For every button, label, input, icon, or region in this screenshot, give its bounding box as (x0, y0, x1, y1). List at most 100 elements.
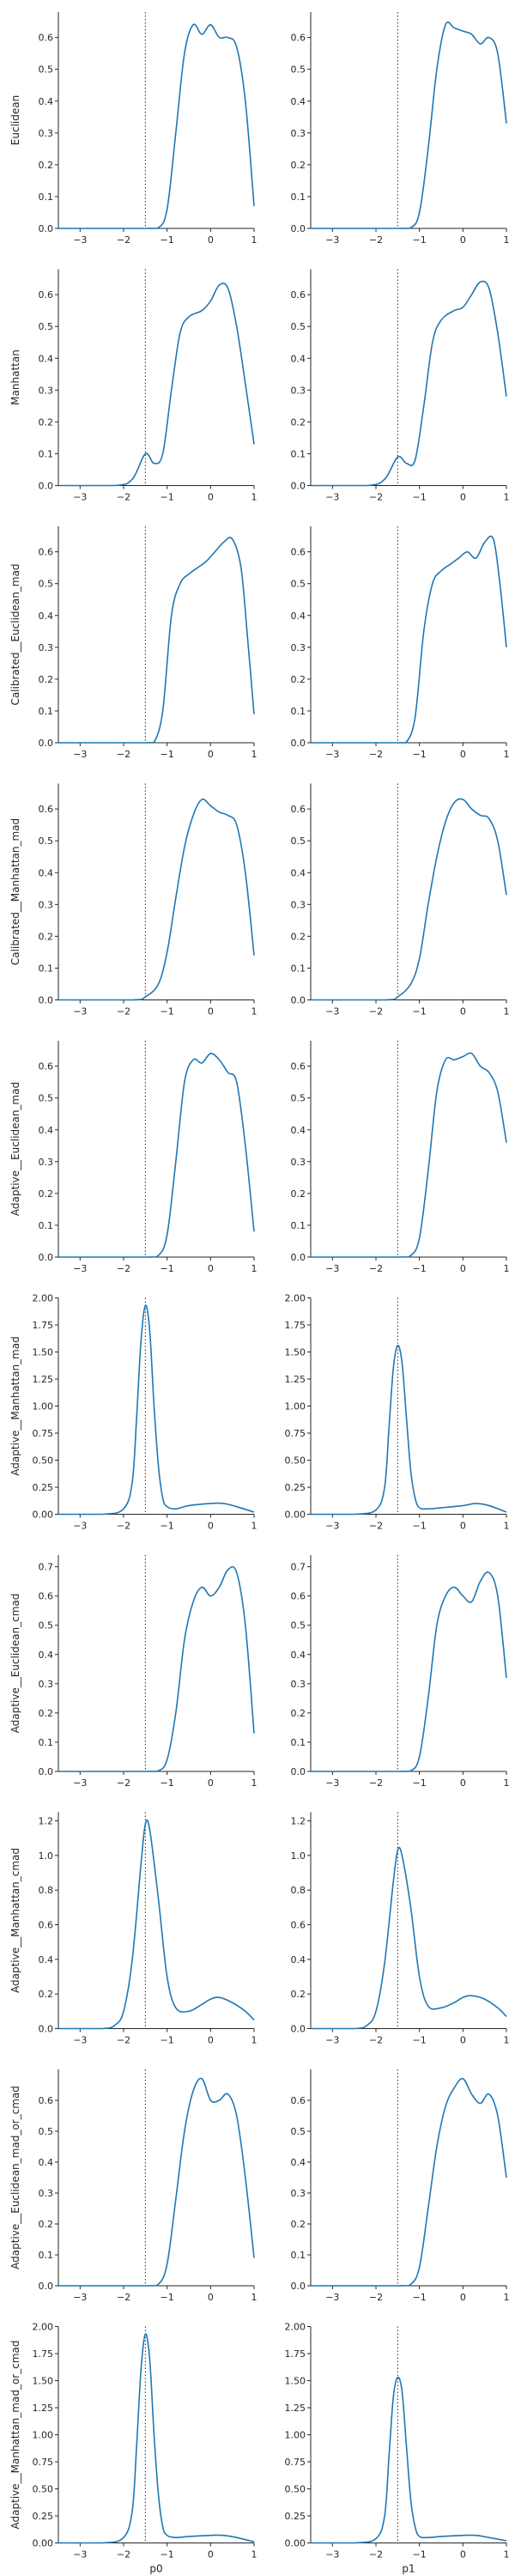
density-line (311, 1571, 507, 1772)
row-ylabel: Adaptive__Euclidean_mad_or_cmad (9, 2086, 21, 2269)
x-tick-label: 0 (208, 492, 214, 503)
y-tick-label: 1.00 (33, 2430, 54, 2441)
row-ylabel: Adaptive__Euclidean_cmad (9, 1594, 21, 1734)
x-tick-label: −1 (413, 1777, 427, 1789)
panel-r6-c2: 0.00 0.25 0.50 0.75 1.00 1.25 1.50 1.75 2.00 −3 −2… (285, 1293, 510, 1532)
y-tick-label: 0.75 (285, 2457, 306, 2468)
density-line (311, 2376, 507, 2544)
density-line (311, 2077, 507, 2287)
y-tick-label: 0.4 (39, 1649, 54, 1661)
y-tick-label: 0.2 (39, 674, 54, 685)
y-tick-label: 0.25 (285, 2511, 306, 2522)
y-tick-label: 0.6 (39, 547, 54, 558)
x-tick-label: −2 (117, 1263, 130, 1274)
y-tick-label: 0.5 (39, 1093, 54, 1104)
x-tick-label: −3 (73, 2035, 87, 2046)
y-tick-label: 0.0 (39, 1766, 54, 1777)
x-tick-label: −1 (161, 1777, 174, 1789)
x-tick-label: 0 (460, 1263, 466, 1274)
y-tick-label: 0.0 (291, 1766, 306, 1777)
x-tick-label: −1 (161, 492, 174, 503)
y-tick-label: 2.00 (33, 1293, 54, 1304)
x-tick-label: −3 (325, 749, 339, 760)
density-line (58, 1304, 255, 1516)
x-tick-label: −1 (413, 2292, 427, 2303)
panel-r9-c2: 0.0 0.1 0.2 0.3 0.4 0.5 0.6 −3 −2 −1 0 1 (291, 2069, 510, 2303)
density-line (58, 537, 255, 744)
x-tick-label: −2 (117, 2035, 130, 2046)
x-tick-label: 1 (251, 1521, 258, 1532)
y-tick-label: 0.25 (33, 1482, 54, 1493)
density-line (58, 1053, 255, 1258)
y-tick-label: 0.6 (39, 1061, 54, 1072)
x-tick-label: −2 (369, 1521, 383, 1532)
y-tick-label: 0.6 (39, 1591, 54, 1602)
density-line (311, 280, 507, 487)
x-tick-label: −2 (117, 749, 130, 760)
x-tick-label: −2 (369, 1006, 383, 1018)
y-tick-label: 0.3 (39, 385, 54, 396)
y-tick-label: 0.3 (39, 128, 54, 139)
y-tick-label: 1.75 (33, 2348, 54, 2360)
y-tick-label: 0.0 (291, 995, 306, 1006)
x-tick-label: −2 (369, 234, 383, 246)
y-tick-label: 0.7 (291, 1562, 306, 1573)
y-tick-label: 0.00 (285, 2538, 306, 2549)
y-tick-label: 0.3 (291, 385, 306, 396)
x-tick-label: −3 (73, 1006, 87, 1018)
y-tick-label: 0.6 (291, 2095, 306, 2106)
y-tick-label: 0.3 (291, 2188, 306, 2199)
y-tick-label: 0.5 (39, 1620, 54, 1631)
y-tick-label: 0.4 (291, 1649, 306, 1661)
y-tick-label: 1.0 (291, 1850, 306, 1862)
y-tick-label: 0.2 (291, 931, 306, 942)
density-line (310, 535, 507, 744)
x-tick-label: −1 (161, 749, 174, 760)
y-tick-label: 0.4 (39, 353, 54, 364)
row-ylabel: Adaptive__Manhattan_mad_or_cmad (9, 2341, 21, 2530)
x-tick-label: 1 (251, 1777, 258, 1789)
y-tick-label: 0.4 (39, 1125, 54, 1136)
x-tick-label: 1 (251, 234, 258, 246)
y-tick-label: 0.4 (39, 611, 54, 622)
row-ylabel: Manhattan (9, 349, 21, 405)
x-tick-label: −1 (161, 1263, 174, 1274)
y-tick-label: 0.4 (291, 611, 306, 622)
x-tick-label: −2 (117, 2549, 130, 2561)
x-tick-label: −3 (325, 492, 339, 503)
y-tick-label: 0.2 (291, 2219, 306, 2230)
x-tick-label: 0 (208, 1263, 214, 1274)
y-tick-label: 0.5 (39, 835, 54, 847)
x-tick-label: −2 (117, 1521, 130, 1532)
x-tick-label: 1 (504, 1777, 510, 1789)
y-tick-label: 1.00 (33, 1401, 54, 1413)
density-line (58, 1819, 255, 2030)
y-tick-label: 1.75 (33, 1320, 54, 1331)
x-tick-label: −2 (117, 2292, 130, 2303)
y-tick-label: 0.4 (39, 96, 54, 107)
x-tick-label: −3 (325, 1263, 339, 1274)
x-tick-label: 1 (504, 2549, 510, 2561)
y-tick-label: 0.2 (39, 1188, 54, 1200)
x-tick-label: −1 (161, 1521, 174, 1532)
panel-r10-c1: 0.00 0.25 0.50 0.75 1.00 1.25 1.50 1.75 2.00 −3 −2… (33, 2322, 258, 2561)
y-tick-label: 0.2 (39, 1989, 54, 2000)
y-tick-label: 0.4 (291, 96, 306, 107)
y-tick-label: 0.5 (39, 2126, 54, 2137)
x-tick-label: −1 (161, 2549, 174, 2561)
x-tick-label: 0 (460, 2549, 466, 2561)
y-tick-label: 0.4 (291, 1125, 306, 1136)
y-tick-label: 0.00 (285, 1510, 306, 1521)
x-tick-label: −1 (413, 1263, 427, 1274)
y-tick-label: 0.1 (39, 191, 54, 203)
x-tick-label: −1 (413, 2035, 427, 2046)
y-tick-label: 0.1 (291, 1737, 306, 1748)
y-tick-label: 0.3 (291, 1157, 306, 1168)
x-tick-label: 0 (460, 492, 466, 503)
x-tick-label: −3 (73, 2549, 87, 2561)
x-tick-label: 0 (460, 1521, 466, 1532)
panel-r3-c2: 0.0 0.1 0.2 0.3 0.4 0.5 0.6 −3 −2 −1 0 1 (291, 526, 510, 760)
y-tick-label: 0.3 (291, 128, 306, 139)
y-tick-label: 0.5 (291, 2126, 306, 2137)
y-tick-label: 0.0 (291, 481, 306, 492)
